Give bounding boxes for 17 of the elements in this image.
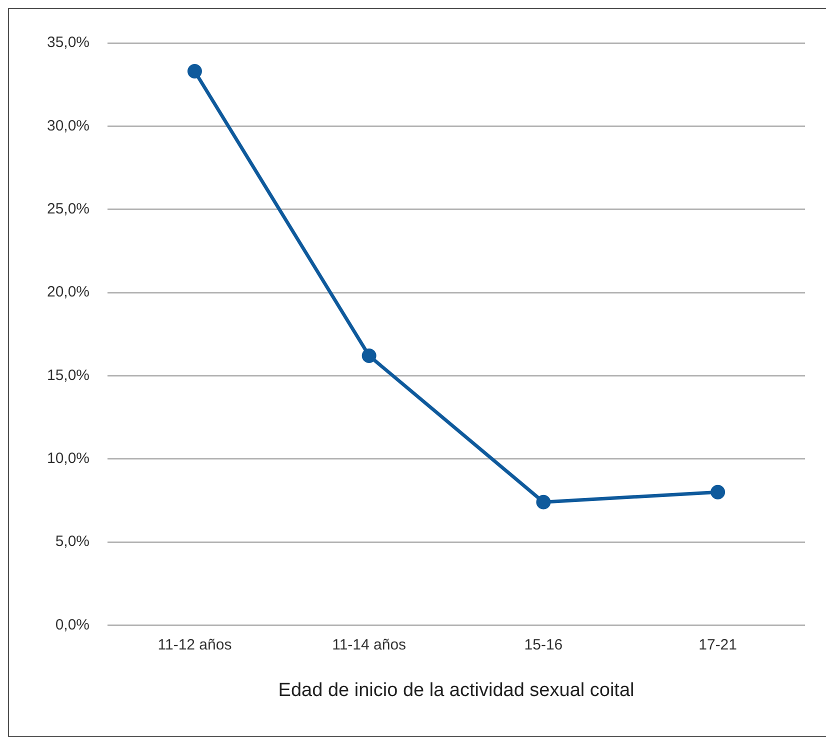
y-tick-label: 15,0% (46, 366, 90, 384)
y-tick-label: 0,0% (55, 616, 90, 634)
point (536, 494, 551, 510)
x-tick-label: 15-16 (524, 636, 563, 654)
y-tick-label: 35,0% (46, 34, 90, 52)
x-tick-label: 11-14 años (332, 636, 406, 654)
x-axis-title: Edad de inicio de la actividad sexual coital (278, 680, 634, 701)
y-tick-label: 5,0% (55, 533, 90, 550)
y-tick-label: 10,0% (46, 450, 90, 467)
x-tick-label: 11-12 años (158, 636, 232, 654)
y-tick-label: 30,0% (46, 117, 90, 134)
point (362, 348, 376, 363)
x-tick-label: 17-21 (698, 636, 738, 654)
point (187, 64, 202, 79)
point (710, 484, 726, 500)
y-tick-label: 25,0% (46, 200, 90, 218)
y-tick-label: 20,0% (46, 284, 90, 301)
